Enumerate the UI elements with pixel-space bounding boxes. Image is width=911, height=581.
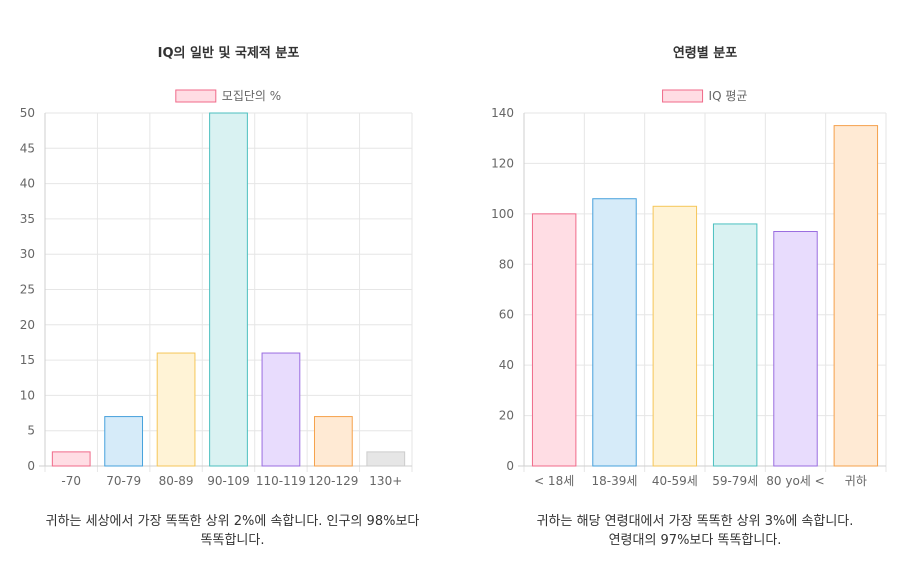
distribution-legend-swatch [175, 89, 217, 103]
age-x-tick-label: 59-79세 [712, 474, 758, 488]
distribution-y-tick-label: 35 [20, 212, 35, 226]
distribution-title: IQ의 일반 및 국제적 분포 [158, 45, 300, 61]
age-chart-panel: 연령별 분포 IQ 평균 0 20 40 60 80 100 120 140 < 18세 18-39세… [455, 0, 911, 581]
age-chart: 연령별 분포 IQ 평균 0 20 40 60 80 100 120 140 < 18세 18-39세… [491, 45, 887, 488]
distribution-x-tick-label: 70-79 [106, 474, 141, 488]
distribution-bar [156, 352, 196, 467]
distribution-y-tick-label: 10 [20, 388, 35, 402]
distribution-x-tick-label: 130+ [369, 474, 402, 488]
distribution-y-tick-label: 15 [20, 353, 35, 367]
distribution-y-tick-label: 5 [27, 424, 35, 438]
distribution-x-tick-label: -70 [61, 474, 81, 488]
distribution-x-tick-label: 80-89 [159, 474, 194, 488]
age-bar [592, 198, 637, 467]
age-x-tick-label: < 18세 [534, 474, 574, 488]
distribution-y-tick-label: 20 [20, 318, 35, 332]
age-y-tick-label: 60 [499, 308, 514, 322]
age-x-tick-label: 귀하 [845, 474, 867, 488]
distribution-legend-label: 모집단의 % [222, 89, 281, 103]
age-x-tick-label: 80 yo세 < [766, 474, 824, 488]
distribution-y-tick-label: 0 [27, 459, 35, 473]
age-y-tick-label: 20 [499, 409, 514, 423]
distribution-y-tick-label: 45 [20, 141, 35, 155]
age-x-tick-label: 18-39세 [592, 474, 638, 488]
distribution-bar [209, 112, 248, 467]
distribution-bar [261, 352, 301, 467]
age-bar [531, 213, 577, 467]
distribution-y-tick-label: 30 [20, 247, 35, 261]
distribution-y-tick-label: 25 [20, 283, 35, 297]
age-legend-label: IQ 평균 [709, 89, 748, 103]
age-y-tick-label: 100 [491, 207, 514, 221]
distribution-x-tick-label: 120-129 [308, 474, 358, 488]
age-bar [773, 231, 818, 467]
age-y-tick-label: 40 [499, 358, 514, 372]
age-bar [652, 205, 698, 467]
age-legend-swatch [662, 89, 704, 103]
distribution-bar [313, 416, 353, 467]
age-caption-line-1: 귀하는 해당 연령대에서 가장 똑똑한 상위 3%에 속합니다. [536, 514, 854, 529]
age-bar [712, 223, 758, 467]
distribution-x-tick-label: 90-109 [207, 474, 250, 488]
age-y-tick-label: 120 [491, 156, 514, 170]
distribution-bar [51, 451, 91, 467]
age-caption: 귀하는 해당 연령대에서 가장 똑똑한 상위 3%에 속합니다. 연령대의 97… [495, 512, 895, 550]
age-y-tick-label: 80 [499, 257, 514, 271]
age-caption-line-2: 연령대의 97%보다 똑똑합니다. [608, 533, 782, 548]
age-y-tick-label: 140 [491, 106, 514, 120]
distribution-bar [366, 451, 406, 467]
distribution-y-tick-label: 40 [20, 177, 35, 191]
age-title: 연령별 분포 [673, 45, 737, 61]
age-bar [833, 125, 879, 467]
distribution-caption: 귀하는 세상에서 가장 똑똑한 상위 2%에 속합니다. 인구의 98%보다 똑… [45, 514, 420, 548]
distribution-x-tick-label: 110-119 [256, 474, 306, 488]
distribution-y-tick-label: 50 [20, 106, 35, 120]
distribution-bar [104, 416, 144, 467]
age-x-tick-label: 40-59세 [652, 474, 698, 488]
age-y-tick-label: 0 [506, 459, 514, 473]
